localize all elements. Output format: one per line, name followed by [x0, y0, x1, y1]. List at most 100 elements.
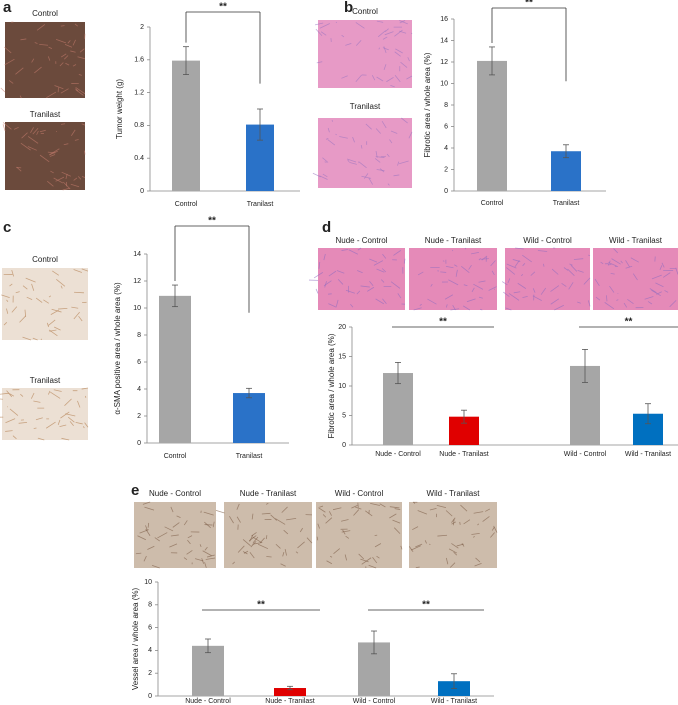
- texture: [393, 250, 402, 256]
- texture: [569, 263, 573, 266]
- texture: [530, 271, 536, 276]
- texture: [137, 535, 147, 541]
- texture: [355, 40, 362, 46]
- texture: [74, 139, 79, 141]
- x-tick-label: Control: [481, 200, 504, 207]
- y-tick-label: 2: [137, 413, 141, 420]
- texture: [551, 268, 559, 275]
- bar: [172, 60, 200, 192]
- texture: [517, 282, 527, 289]
- y-tick-label: 0.4: [134, 155, 144, 162]
- texture: [480, 258, 489, 260]
- texture: [374, 158, 381, 163]
- texture: [55, 39, 67, 44]
- texture: [451, 517, 456, 523]
- image-label: Control: [352, 7, 378, 16]
- texture: [323, 253, 326, 261]
- error-bar: [461, 409, 467, 424]
- texture: [325, 137, 329, 140]
- texture: [442, 260, 445, 262]
- texture: [375, 128, 381, 134]
- image-label: Wild - Tranilast: [427, 489, 481, 498]
- texture: [252, 536, 262, 543]
- texture: [295, 551, 299, 554]
- texture: [378, 47, 381, 50]
- texture: [314, 22, 324, 26]
- texture: [11, 269, 15, 277]
- y-tick-label: 12: [133, 278, 141, 285]
- texture: [341, 519, 349, 522]
- texture: [78, 73, 82, 76]
- texture: [371, 75, 376, 81]
- texture: [48, 46, 53, 50]
- texture: [490, 532, 495, 538]
- texture: [399, 20, 408, 25]
- texture: [325, 517, 333, 524]
- texture: [39, 154, 50, 163]
- texture: [358, 553, 365, 560]
- texture: [9, 408, 19, 416]
- texture: [77, 400, 81, 408]
- texture: [341, 34, 345, 38]
- texture: [56, 278, 66, 287]
- texture: [316, 61, 323, 64]
- texture: [625, 265, 633, 269]
- image-label: Wild - Control: [523, 236, 572, 245]
- texture: [608, 263, 612, 266]
- texture: [147, 522, 150, 528]
- texture: [30, 127, 34, 133]
- texture: [351, 504, 358, 509]
- texture: [464, 247, 467, 250]
- texture: [374, 543, 382, 548]
- texture: [473, 283, 484, 290]
- texture: [379, 503, 386, 508]
- texture: [328, 511, 332, 516]
- texture: [403, 258, 406, 264]
- texture: [251, 513, 254, 520]
- texture: [299, 527, 303, 533]
- x-tick-label: Nude - Control: [375, 451, 421, 458]
- texture: [568, 282, 574, 290]
- texture: [355, 74, 363, 83]
- texture: [610, 272, 615, 275]
- texture: [475, 557, 481, 563]
- texture: [554, 304, 565, 311]
- panel-label: b: [344, 0, 353, 16]
- texture: [37, 437, 45, 441]
- texture: [345, 535, 350, 539]
- texture: [26, 296, 33, 301]
- texture: [382, 298, 387, 305]
- y-tick-label: 0.8: [134, 122, 144, 129]
- texture: [376, 76, 384, 82]
- texture: [661, 262, 665, 268]
- texture: [445, 510, 453, 517]
- texture: [48, 295, 52, 298]
- texture: [361, 175, 372, 179]
- error-bar: [246, 387, 252, 399]
- y-tick-label: 12: [440, 59, 448, 66]
- y-tick-label: 8: [148, 602, 152, 609]
- texture: [47, 390, 51, 395]
- texture: [57, 307, 68, 310]
- texture: [491, 526, 495, 531]
- y-tick-label: 1.6: [134, 57, 144, 64]
- texture: [352, 136, 355, 143]
- micrograph: [316, 502, 402, 568]
- texture: [142, 501, 151, 505]
- texture: [412, 526, 419, 531]
- texture: [24, 309, 27, 317]
- texture: [350, 303, 354, 308]
- y-axis-label: Tumor weight (g): [115, 79, 124, 140]
- texture: [387, 183, 390, 186]
- texture: [632, 273, 638, 281]
- texture: [77, 56, 85, 60]
- texture: [424, 540, 427, 544]
- texture: [472, 536, 475, 538]
- texture: [356, 290, 361, 295]
- texture: [460, 504, 468, 512]
- texture: [627, 298, 634, 305]
- texture: [183, 520, 188, 526]
- texture: [540, 287, 547, 295]
- y-tick-label: 6: [137, 359, 141, 366]
- texture: [204, 521, 211, 529]
